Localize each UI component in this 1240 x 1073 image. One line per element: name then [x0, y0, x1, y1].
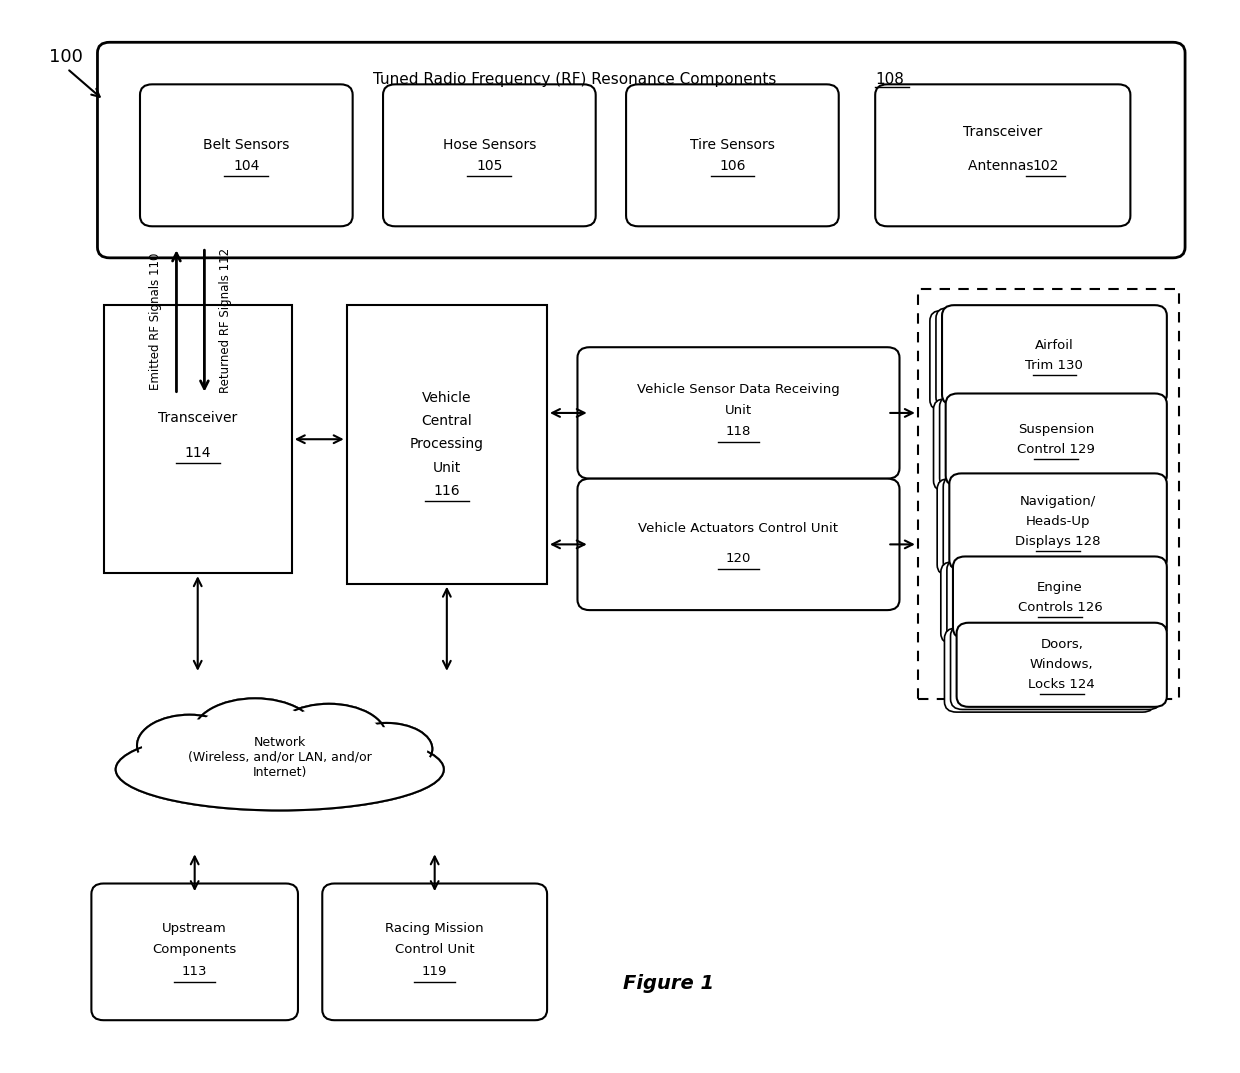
Text: Heads-Up: Heads-Up: [1025, 515, 1090, 528]
Text: Unit: Unit: [725, 405, 751, 417]
Ellipse shape: [115, 729, 444, 810]
Ellipse shape: [192, 699, 317, 769]
Ellipse shape: [136, 715, 242, 776]
Text: 119: 119: [422, 966, 448, 979]
Ellipse shape: [341, 723, 433, 775]
FancyBboxPatch shape: [944, 476, 1161, 573]
Text: Actuators: Actuators: [985, 306, 1053, 319]
Text: Returned RF Signals 112: Returned RF Signals 112: [218, 248, 232, 394]
Text: Navigation/: Navigation/: [1021, 496, 1096, 509]
Text: Controls 126: Controls 126: [1018, 601, 1102, 614]
Text: 122: 122: [1073, 306, 1097, 319]
Text: Processing: Processing: [410, 438, 484, 452]
FancyBboxPatch shape: [954, 557, 1167, 638]
Text: Tuned Radio Frequency (RF) Resonance Components: Tuned Radio Frequency (RF) Resonance Com…: [373, 72, 781, 87]
Text: Network
(Wireless, and/or LAN, and/or
Internet): Network (Wireless, and/or LAN, and/or In…: [188, 736, 372, 779]
Text: 114: 114: [185, 446, 211, 460]
FancyBboxPatch shape: [322, 883, 547, 1020]
Text: 100: 100: [48, 47, 83, 65]
Text: Tire Sensors: Tire Sensors: [689, 137, 775, 151]
FancyBboxPatch shape: [918, 290, 1179, 700]
Ellipse shape: [277, 708, 382, 765]
Text: Racing Mission: Racing Mission: [386, 922, 484, 936]
FancyBboxPatch shape: [930, 310, 1154, 410]
Text: Engine: Engine: [1037, 580, 1083, 594]
Text: Trim 130: Trim 130: [1025, 358, 1084, 371]
Ellipse shape: [272, 704, 387, 769]
Text: 120: 120: [725, 552, 751, 564]
Text: Components: Components: [153, 943, 237, 956]
FancyBboxPatch shape: [940, 396, 1161, 488]
Text: Belt Sensors: Belt Sensors: [203, 137, 289, 151]
Ellipse shape: [115, 729, 444, 810]
Text: Control 129: Control 129: [1017, 443, 1095, 456]
Ellipse shape: [341, 723, 433, 775]
Text: Windows,: Windows,: [1030, 659, 1094, 672]
Text: Control Unit: Control Unit: [394, 943, 475, 956]
Text: 118: 118: [725, 425, 751, 439]
FancyBboxPatch shape: [578, 479, 899, 611]
Text: Vehicle Sensor Data Receiving: Vehicle Sensor Data Receiving: [637, 383, 839, 396]
Text: Transceiver: Transceiver: [963, 126, 1043, 139]
Ellipse shape: [136, 715, 242, 776]
FancyBboxPatch shape: [98, 42, 1185, 258]
Text: Doors,: Doors,: [1040, 638, 1084, 651]
FancyBboxPatch shape: [103, 305, 291, 573]
Text: Figure 1: Figure 1: [622, 974, 714, 993]
Text: 106: 106: [719, 159, 745, 173]
Ellipse shape: [341, 723, 433, 775]
Text: Antennas: Antennas: [968, 159, 1038, 173]
Ellipse shape: [141, 719, 237, 773]
FancyBboxPatch shape: [92, 883, 298, 1020]
Text: 102: 102: [1032, 159, 1059, 173]
Ellipse shape: [272, 704, 387, 769]
FancyBboxPatch shape: [947, 559, 1161, 642]
FancyBboxPatch shape: [945, 628, 1154, 712]
Text: Locks 124: Locks 124: [1028, 678, 1095, 691]
Text: 104: 104: [233, 159, 259, 173]
FancyBboxPatch shape: [956, 622, 1167, 707]
FancyBboxPatch shape: [951, 626, 1161, 709]
Text: Upstream: Upstream: [162, 922, 227, 936]
Ellipse shape: [345, 727, 428, 770]
Text: Central: Central: [422, 414, 472, 428]
Text: Displays 128: Displays 128: [1016, 535, 1101, 548]
Text: Hose Sensors: Hose Sensors: [443, 137, 536, 151]
Text: Transceiver: Transceiver: [157, 411, 237, 425]
Ellipse shape: [115, 729, 444, 810]
Text: Vehicle: Vehicle: [422, 392, 471, 406]
FancyBboxPatch shape: [875, 85, 1131, 226]
Text: 105: 105: [476, 159, 502, 173]
Text: 113: 113: [182, 966, 207, 979]
FancyBboxPatch shape: [383, 85, 595, 226]
Ellipse shape: [136, 715, 242, 776]
FancyBboxPatch shape: [937, 479, 1154, 575]
FancyBboxPatch shape: [946, 394, 1167, 486]
Text: 108: 108: [875, 72, 904, 87]
Text: Emitted RF Signals 110: Emitted RF Signals 110: [149, 252, 162, 389]
Ellipse shape: [272, 704, 387, 769]
Ellipse shape: [192, 699, 317, 769]
Ellipse shape: [192, 699, 317, 769]
FancyBboxPatch shape: [934, 399, 1154, 491]
FancyBboxPatch shape: [942, 305, 1167, 406]
FancyBboxPatch shape: [578, 348, 899, 479]
Text: 116: 116: [434, 484, 460, 498]
FancyBboxPatch shape: [626, 85, 838, 226]
FancyBboxPatch shape: [941, 562, 1154, 644]
FancyBboxPatch shape: [950, 473, 1167, 570]
Text: Vehicle Actuators Control Unit: Vehicle Actuators Control Unit: [639, 523, 838, 535]
Text: Unit: Unit: [433, 460, 461, 474]
FancyBboxPatch shape: [140, 85, 352, 226]
Text: Suspension: Suspension: [1018, 423, 1095, 437]
Ellipse shape: [197, 703, 312, 765]
Text: Airfoil: Airfoil: [1035, 339, 1074, 352]
FancyBboxPatch shape: [936, 308, 1161, 408]
FancyBboxPatch shape: [346, 305, 547, 584]
Ellipse shape: [120, 733, 439, 806]
